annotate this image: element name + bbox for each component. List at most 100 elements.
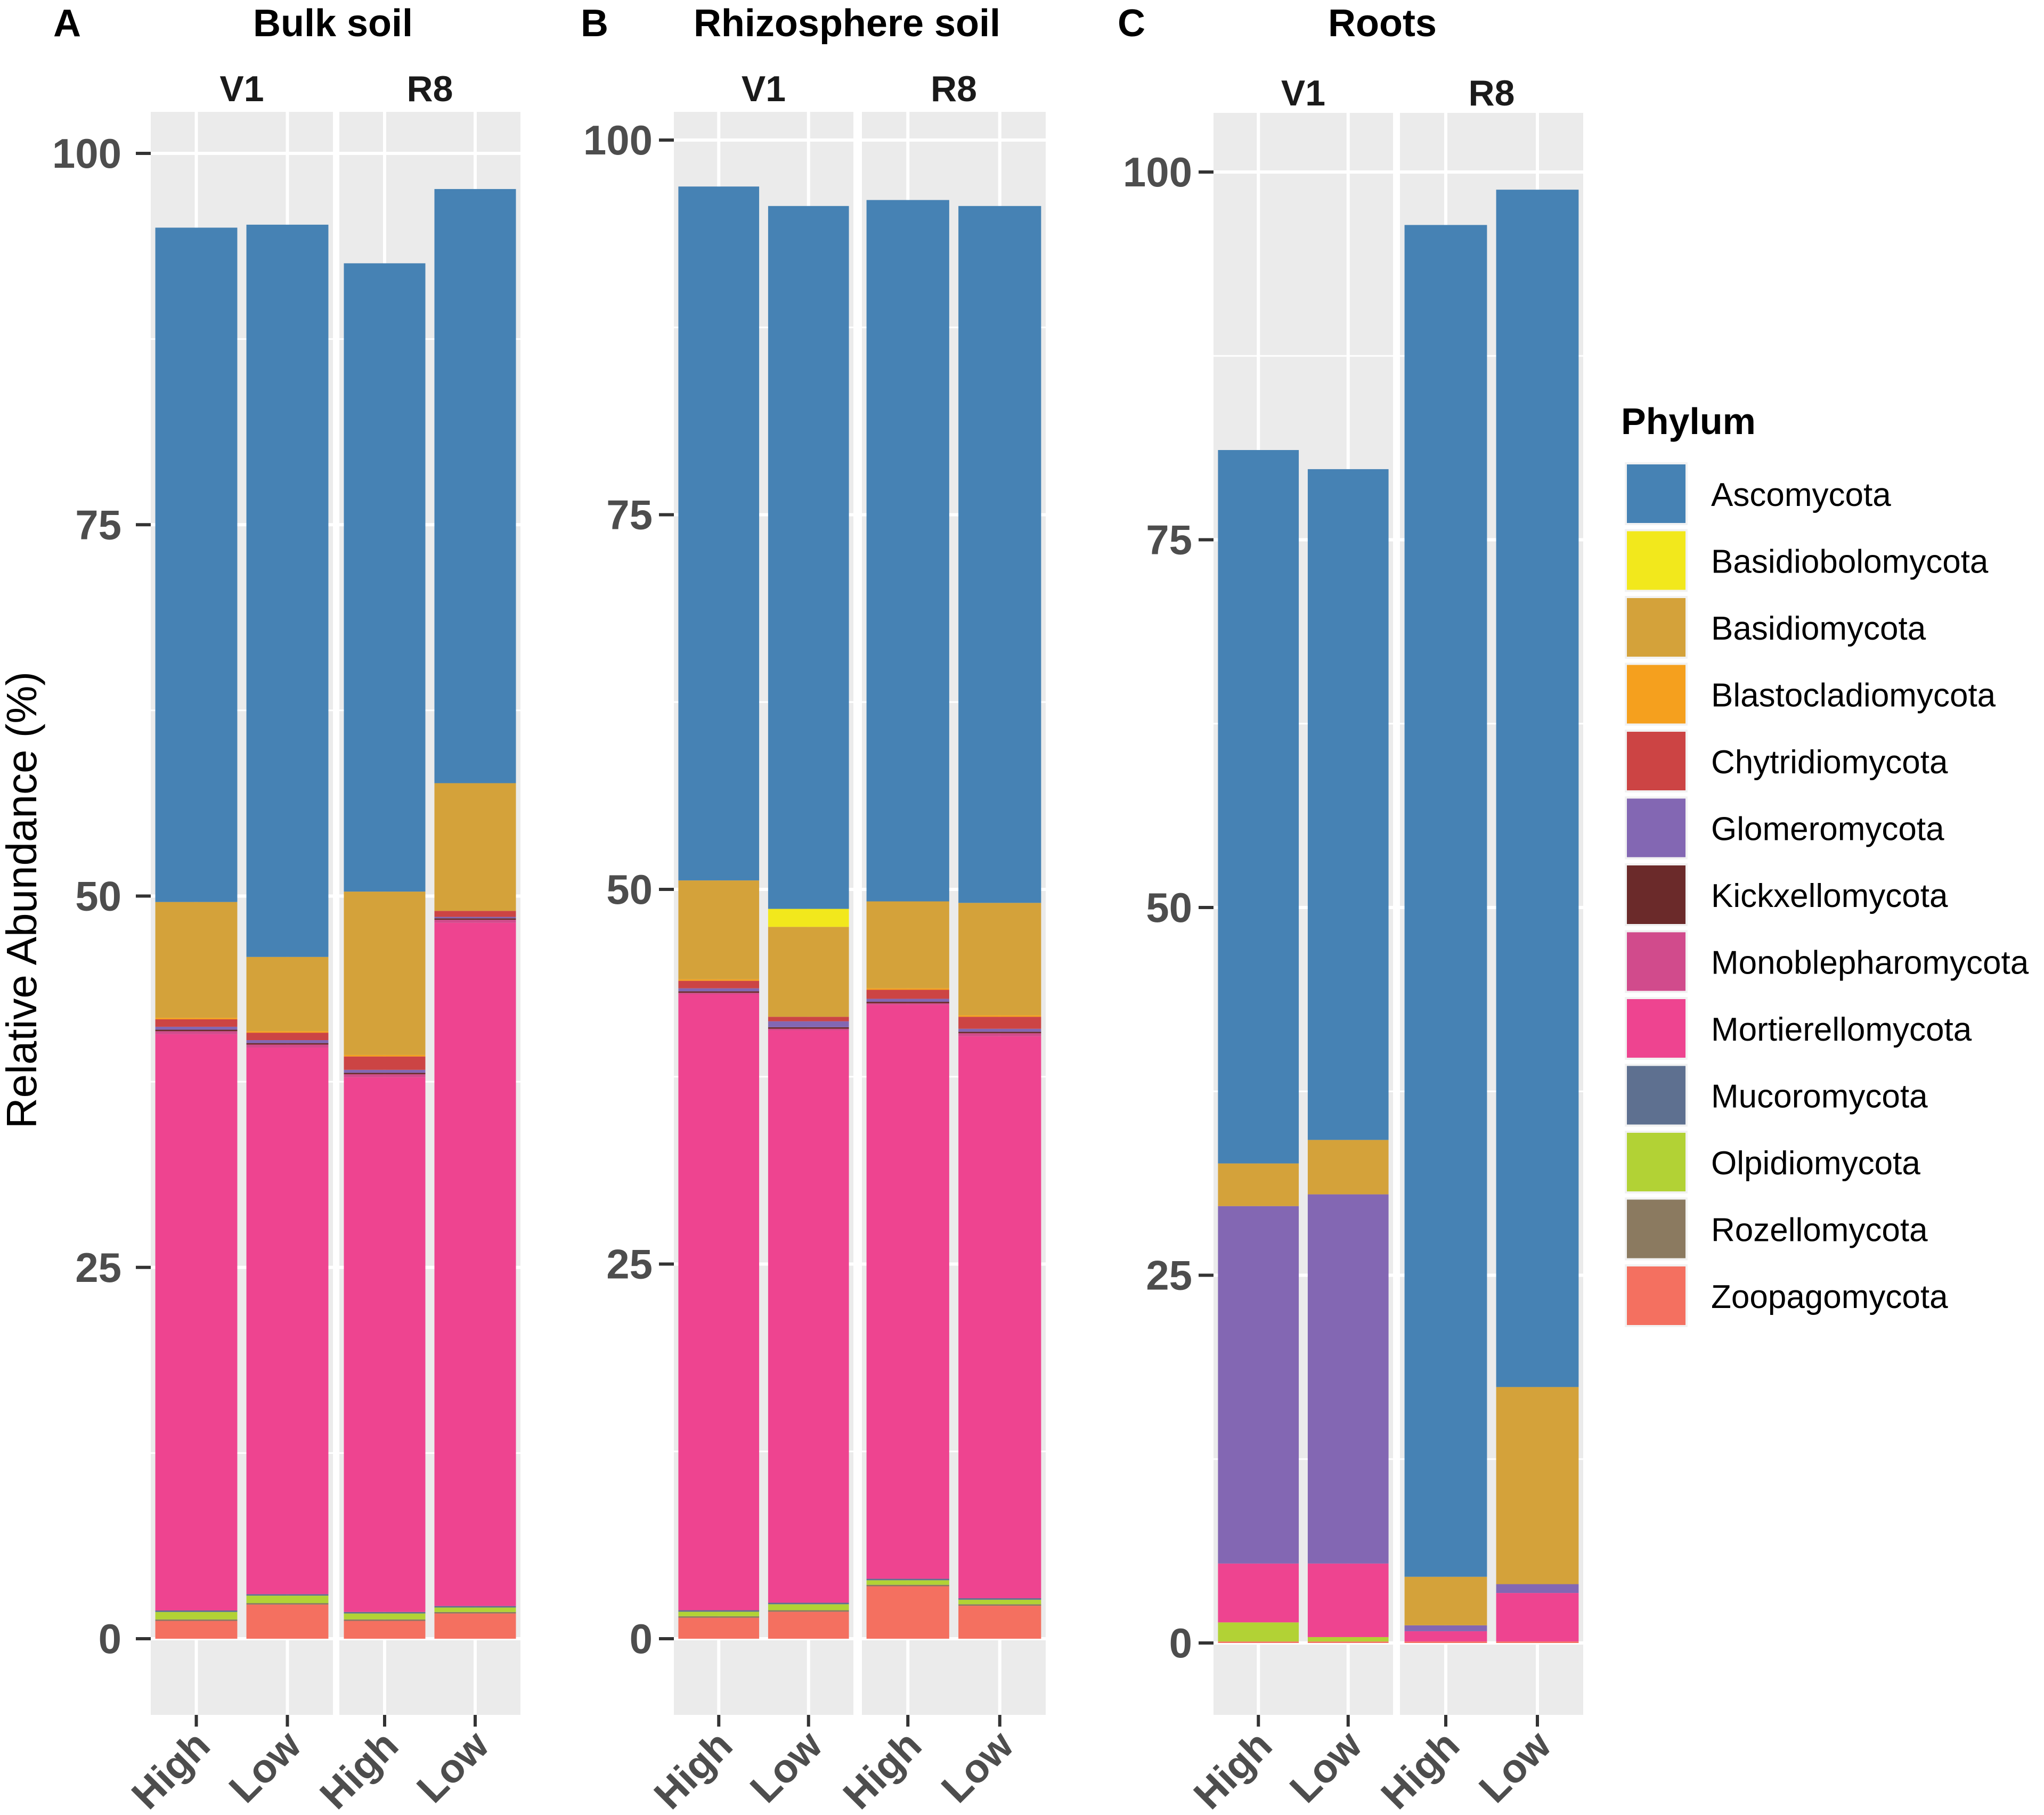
y-tick-label: 50	[75, 873, 121, 920]
bar-segment-mucoromycota	[866, 1579, 949, 1581]
bar-segment-glomeromycota	[246, 1040, 329, 1043]
legend-label: Monoblepharomycota	[1711, 945, 2029, 982]
bar-segment-ascomycota	[678, 186, 760, 881]
facet-r8: R8 High Low	[835, 69, 1046, 1815]
x-tick-label: High	[835, 1722, 931, 1815]
bar-v1-high	[678, 186, 760, 1639]
bar-segment-glomeromycota	[866, 999, 949, 1002]
bar-segment-blastocladiomycota	[344, 1054, 426, 1057]
y-tick-label: 0	[99, 1615, 121, 1662]
legend-label: Basidiomycota	[1711, 610, 1926, 647]
bar-segment-mortierellomycota	[1496, 1593, 1579, 1642]
bar-segment-kickxellomycota	[678, 991, 760, 993]
legend-label: Olpidiomycota	[1711, 1145, 1920, 1182]
bar-segment-zoopagomycota	[155, 1621, 238, 1639]
legend-label: Basidiobolomycota	[1711, 544, 1989, 581]
bar-segment-glomeromycota	[1404, 1625, 1487, 1631]
x-tick-label: High	[1185, 1722, 1281, 1815]
bar-segment-ascomycota	[958, 206, 1041, 903]
x-tick-label: Low	[742, 1722, 831, 1811]
bar-v1-high	[1218, 450, 1299, 1643]
bar-segment-zoopagomycota	[958, 1606, 1041, 1639]
y-tick-label: 100	[1123, 149, 1192, 195]
bar-segment-olpidiomycota	[344, 1613, 426, 1620]
bar-segment-kickxellomycota	[246, 1043, 329, 1045]
legend-item-basidiobolomycota: Basidiobolomycota	[1625, 529, 1989, 592]
y-tick-label: 75	[606, 492, 653, 538]
bar-segment-ascomycota	[1496, 190, 1579, 1387]
legend-item-zoopagomycota: Zoopagomycota	[1625, 1264, 1948, 1327]
legend: Phylum Ascomycota Basidiobolomycota Basidio…	[1621, 400, 2029, 1327]
panel-letter: A	[53, 2, 81, 45]
panel-title: Roots	[1328, 2, 1437, 45]
bar-segment-monoblepharomycota	[678, 993, 760, 994]
bar-segment-mucoromycota	[434, 1606, 516, 1608]
legend-label: Zoopagomycota	[1711, 1279, 1948, 1315]
y-axis-label: Relative Abundance (%)	[0, 672, 45, 1129]
legend-swatch	[1627, 1199, 1685, 1258]
legend-label: Mortierellomycota	[1711, 1011, 1972, 1048]
bar-segment-mortierellomycota	[678, 994, 760, 1610]
bar-segment-blastocladiomycota	[958, 1015, 1041, 1017]
bar-segment-chytridiomycota	[246, 1033, 329, 1041]
bar-segment-mucoromycota	[344, 1612, 426, 1614]
panel-letter: B	[581, 2, 608, 45]
y-tick-label: 100	[52, 130, 121, 177]
bar-segment-kickxellomycota	[768, 1027, 849, 1029]
bar-segment-rozellomycota	[958, 1604, 1041, 1606]
bar-segment-basidiomycota	[678, 880, 760, 979]
legend-item-glomeromycota: Glomeromycota	[1625, 796, 1944, 860]
facet-strip-label: R8	[931, 69, 977, 109]
facet-v1: V1 High Low	[646, 69, 853, 1815]
facet-strip-label: V1	[1281, 73, 1325, 113]
x-tick-label: High	[1373, 1722, 1469, 1815]
bar-segment-zoopagomycota	[1404, 1641, 1487, 1643]
bar-segment-mucoromycota	[958, 1598, 1041, 1600]
facet-strip-label: R8	[407, 69, 453, 109]
legend-item-basidiomycota: Basidiomycota	[1625, 596, 1926, 659]
bar-segment-rozellomycota	[768, 1610, 849, 1612]
legend-swatch	[1627, 464, 1685, 523]
bar-segment-glomeromycota	[344, 1069, 426, 1073]
bar-segment-basidiomycota	[246, 956, 329, 1032]
bar-segment-mortierellomycota	[246, 1047, 329, 1595]
x-tick-label: High	[312, 1722, 408, 1815]
panel-title: Rhizosphere soil	[694, 2, 1000, 45]
bar-segment-glomeromycota	[1496, 1584, 1579, 1593]
facet-r8: R8 High Low	[312, 69, 520, 1815]
legend-swatch	[1627, 531, 1685, 590]
bar-segment-rozellomycota	[678, 1616, 760, 1618]
y-tick-label: 100	[583, 117, 653, 163]
legend-item-kickxellomycota: Kickxellomycota	[1625, 863, 1948, 926]
bar-segment-olpidiomycota	[434, 1607, 516, 1612]
bar-segment-chytridiomycota	[155, 1019, 238, 1027]
bar-segment-basidiomycota	[344, 892, 426, 1055]
legend-label: Glomeromycota	[1711, 811, 1944, 848]
bar-segment-basidiomycota	[958, 903, 1041, 1016]
bar-segment-glomeromycota	[155, 1026, 238, 1030]
x-tick-label: Low	[1470, 1722, 1560, 1811]
bar-segment-basidiomycota	[1307, 1140, 1389, 1195]
x-tick-label: Low	[221, 1722, 310, 1811]
facet-strip-label: R8	[1469, 73, 1515, 113]
legend-swatch	[1627, 798, 1685, 857]
bar-segment-rozellomycota	[246, 1603, 329, 1605]
legend-label: Chytridiomycota	[1711, 744, 1948, 781]
bar-segment-mucoromycota	[678, 1610, 760, 1612]
facet-r8: R8 High Low	[1373, 73, 1583, 1815]
bar-segment-mortierellomycota	[958, 1036, 1041, 1599]
bar-segment-chytridiomycota	[866, 990, 949, 999]
bar-segment-basidiobolomycota	[768, 909, 849, 927]
bar-segment-basidiomycota	[155, 902, 238, 1018]
y-tick-label: 25	[606, 1241, 653, 1288]
bar-segment-ascomycota	[1218, 450, 1299, 1164]
bar-segment-glomeromycota	[434, 917, 516, 919]
bar-segment-basidiomycota	[1496, 1387, 1579, 1584]
bar-segment-mortierellomycota	[1307, 1563, 1389, 1637]
bar-segment-monoblepharomycota	[768, 1028, 849, 1031]
bar-segment-ascomycota	[246, 224, 329, 957]
bar-segment-olpidiomycota	[1218, 1622, 1299, 1642]
